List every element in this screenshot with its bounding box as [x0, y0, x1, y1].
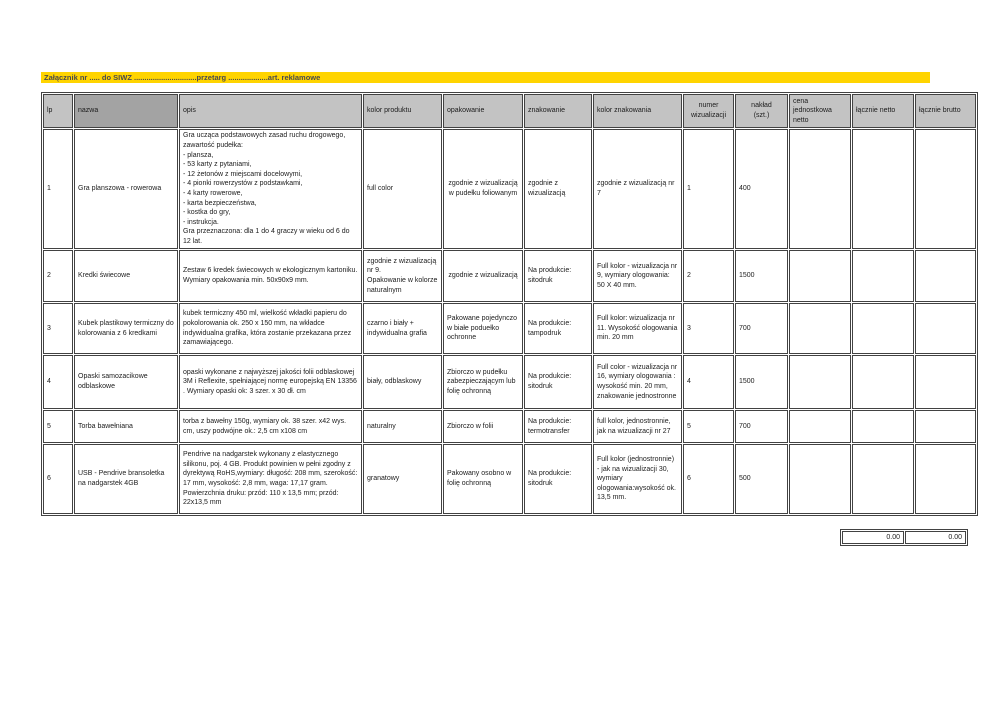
cell-opis: Zestaw 6 kredek świecowych w ekologiczny… [179, 250, 362, 302]
cell-nazwa: Kredki świecowe [74, 250, 178, 302]
total-netto-cell: 0.00 [842, 531, 904, 544]
cell-lp: 2 [43, 250, 73, 302]
cell-lacznie-brutto [915, 250, 976, 302]
column-header-lacznie-netto: łącznie netto [852, 94, 914, 128]
cell-kolor-produktu: naturalny [363, 410, 442, 443]
cell-naklad: 1500 [735, 250, 788, 302]
cell-numer-wizualizacji: 2 [683, 250, 734, 302]
column-header-lacznie-brutto: łącznie brutto [915, 94, 976, 128]
cell-naklad: 500 [735, 444, 788, 514]
cell-kolor-produktu: zgodnie z wizualizacją nr 9. Opakowanie … [363, 250, 442, 302]
cell-lacznie-brutto [915, 303, 976, 354]
products-table: lp nazwa opis kolor produktu opakowanie … [41, 92, 978, 516]
table-row: 5 Torba bawełniana torba z bawełny 150g, w… [43, 410, 976, 443]
cell-opis: kubek termiczny 450 ml, wielkość wkładki… [179, 303, 362, 354]
cell-kolor-znakowania: Full color - wizualizacja nr 16, wymiary… [593, 355, 682, 409]
cell-lacznie-brutto [915, 129, 976, 249]
cell-numer-wizualizacji: 1 [683, 129, 734, 249]
cell-nazwa: USB - Pendrive bransoletka na nadgarstek… [74, 444, 178, 514]
cell-opakowanie: Zbiorczo w pudełku zabezpieczającym lub … [443, 355, 523, 409]
table-body: 1 Gra planszowa - rowerowa Gra ucząca pods… [43, 129, 976, 514]
table-row: 2 Kredki świecowe Zestaw 6 kredek świecowy… [43, 250, 976, 302]
cell-cena-jednostkowa [789, 410, 851, 443]
cell-numer-wizualizacji: 6 [683, 444, 734, 514]
cell-opakowanie: zgodnie z wizualizacją [443, 250, 523, 302]
cell-opakowanie: Pakowany osobno w folię ochronną [443, 444, 523, 514]
totals-row: 0.00 0.00 [842, 531, 966, 544]
column-header-cena-jednostkowa-netto: cena jednostkowa netto [789, 94, 851, 128]
cell-opis: opaski wykonane z najwyższej jakości fol… [179, 355, 362, 409]
cell-znakowanie: Na produkcie: sitodruk [524, 444, 592, 514]
cell-cena-jednostkowa [789, 444, 851, 514]
cell-naklad: 700 [735, 410, 788, 443]
cell-lp: 6 [43, 444, 73, 514]
column-header-numer-wizualizacji: numer wizualizacji [683, 94, 734, 128]
cell-kolor-produktu: granatowy [363, 444, 442, 514]
cell-znakowanie: Na produkcie: termotransfer [524, 410, 592, 443]
cell-lp: 3 [43, 303, 73, 354]
cell-kolor-znakowania: Full kolor: wizualizacja nr 11. Wysokość… [593, 303, 682, 354]
cell-lacznie-netto [852, 355, 914, 409]
cell-naklad: 400 [735, 129, 788, 249]
cell-lp: 1 [43, 129, 73, 249]
cell-nazwa: Opaski samozacikowe odblaskowe [74, 355, 178, 409]
cell-nazwa: Gra planszowa - rowerowa [74, 129, 178, 249]
cell-opis: Pendrive na nadgarstek wykonany z elasty… [179, 444, 362, 514]
cell-lacznie-netto [852, 410, 914, 443]
cell-lp: 5 [43, 410, 73, 443]
column-header-znakowanie: znakowanie [524, 94, 592, 128]
cell-lacznie-brutto [915, 444, 976, 514]
cell-kolor-znakowania: Full kolor - wizualizacja nr 9, wymiary … [593, 250, 682, 302]
table-row: 3 Kubek plastikowy termiczny do kolorowan… [43, 303, 976, 354]
table-row: 6 USB - Pendrive bransoletka na nadgarste… [43, 444, 976, 514]
total-brutto-cell: 0.00 [905, 531, 966, 544]
cell-naklad: 1500 [735, 355, 788, 409]
cell-opis: torba z bawełny 150g, wymiary ok. 38 sze… [179, 410, 362, 443]
column-header-kolor-produktu: kolor produktu [363, 94, 442, 128]
cell-kolor-produktu: biały, odblaskowy [363, 355, 442, 409]
cell-nazwa: Kubek plastikowy termiczny do kolorowani… [74, 303, 178, 354]
column-header-lp: lp [43, 94, 73, 128]
column-header-opakowanie: opakowanie [443, 94, 523, 128]
cell-naklad: 700 [735, 303, 788, 354]
cell-kolor-produktu: czarno i biały + indywidualna grafia [363, 303, 442, 354]
cell-kolor-znakowania: full kolor, jednostronnie, jak na wizual… [593, 410, 682, 443]
cell-opakowanie: Zbiorczo w folii [443, 410, 523, 443]
cell-cena-jednostkowa [789, 250, 851, 302]
cell-znakowanie: Na produkcie: tampodruk [524, 303, 592, 354]
cell-znakowanie: Na produkcie: sitodruk [524, 250, 592, 302]
cell-cena-jednostkowa [789, 355, 851, 409]
cell-lacznie-netto [852, 303, 914, 354]
column-header-kolor-znakowania: kolor znakowania [593, 94, 682, 128]
cell-lp: 4 [43, 355, 73, 409]
table-row: 4 Opaski samozacikowe odblaskowe opaski wy… [43, 355, 976, 409]
cell-znakowanie: zgodnie z wizualizacją [524, 129, 592, 249]
cell-numer-wizualizacji: 5 [683, 410, 734, 443]
cell-nazwa: Torba bawełniana [74, 410, 178, 443]
cell-cena-jednostkowa [789, 129, 851, 249]
column-header-nazwa: nazwa [74, 94, 178, 128]
column-header-naklad: nakład (szt.) [735, 94, 788, 128]
totals-table: 0.00 0.00 [840, 529, 968, 546]
attachment-header-bar: Załącznik nr ..... do SIWZ .............… [41, 72, 930, 83]
cell-cena-jednostkowa [789, 303, 851, 354]
header-row: lp nazwa opis kolor produktu opakowanie … [43, 94, 976, 128]
cell-lacznie-netto [852, 129, 914, 249]
cell-lacznie-netto [852, 250, 914, 302]
table-row: 1 Gra planszowa - rowerowa Gra ucząca pods… [43, 129, 976, 249]
cell-znakowanie: Na produkcie: sitodruk [524, 355, 592, 409]
cell-numer-wizualizacji: 3 [683, 303, 734, 354]
cell-numer-wizualizacji: 4 [683, 355, 734, 409]
cell-lacznie-brutto [915, 355, 976, 409]
cell-opakowanie: Pakowane pojedynczo w białe poduełko och… [443, 303, 523, 354]
cell-kolor-znakowania: Full kolor (jednostronnie) - jak na wizu… [593, 444, 682, 514]
cell-kolor-znakowania: zgodnie z wizualizacją nr 7 [593, 129, 682, 249]
cell-opis: Gra ucząca podstawowych zasad ruchu drog… [179, 129, 362, 249]
cell-opakowanie: zgodnie z wizualizacją w pudełku foliowa… [443, 129, 523, 249]
cell-lacznie-netto [852, 444, 914, 514]
cell-kolor-produktu: full color [363, 129, 442, 249]
cell-lacznie-brutto [915, 410, 976, 443]
column-header-opis: opis [179, 94, 362, 128]
